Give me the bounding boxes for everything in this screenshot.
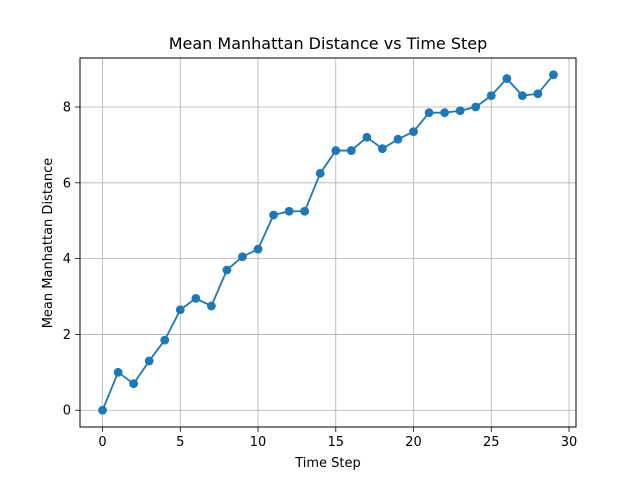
chart-title: Mean Manhattan Distance vs Time Step (169, 34, 488, 53)
axis-ticks: 0 5 10 15 20 25 30 0 2 4 6 8 (63, 100, 578, 450)
y-tick-label: 8 (63, 100, 71, 115)
data-point (533, 89, 543, 99)
data-point (455, 106, 465, 116)
data-point (129, 379, 139, 389)
data-point (393, 134, 403, 144)
y-axis-label: Mean Manhattan Distance (41, 158, 56, 329)
y-tick-label: 0 (63, 404, 71, 419)
data-point (300, 206, 310, 216)
data-point (331, 146, 341, 155)
data-point (362, 132, 372, 142)
data-point (222, 265, 232, 275)
x-tick-label: 30 (561, 435, 578, 450)
x-tick-label: 20 (405, 435, 422, 450)
data-point (471, 102, 481, 112)
data-point (253, 244, 263, 254)
y-tick-label: 2 (63, 328, 71, 343)
data-point (409, 127, 418, 137)
data-point (191, 294, 201, 303)
data-point (160, 335, 170, 345)
x-tick-label: 15 (328, 435, 345, 450)
data-point (517, 91, 527, 101)
data-point (549, 70, 558, 80)
data-point (284, 206, 294, 216)
plot-frame (79, 57, 577, 428)
data-point (440, 108, 450, 118)
x-tick-label: 25 (483, 435, 500, 450)
data-point (315, 168, 325, 178)
x-tick-label: 5 (176, 435, 184, 450)
data-point (206, 301, 216, 311)
data-point (144, 356, 154, 366)
x-axis-label: Time Step (294, 456, 361, 471)
data-point (424, 108, 434, 118)
data-point (346, 146, 356, 155)
data-point (269, 210, 278, 220)
data-point (98, 405, 107, 415)
x-tick-label: 0 (98, 435, 106, 450)
x-tick-label: 10 (250, 435, 267, 450)
data-point (502, 74, 512, 83)
grid-lines (80, 58, 576, 427)
data-point (486, 91, 496, 101)
y-tick-label: 4 (63, 252, 71, 267)
series-layer (98, 70, 558, 415)
data-point (238, 252, 247, 262)
y-tick-label: 6 (63, 176, 71, 191)
data-point (175, 305, 185, 315)
data-point (113, 367, 123, 377)
data-point (378, 144, 387, 154)
